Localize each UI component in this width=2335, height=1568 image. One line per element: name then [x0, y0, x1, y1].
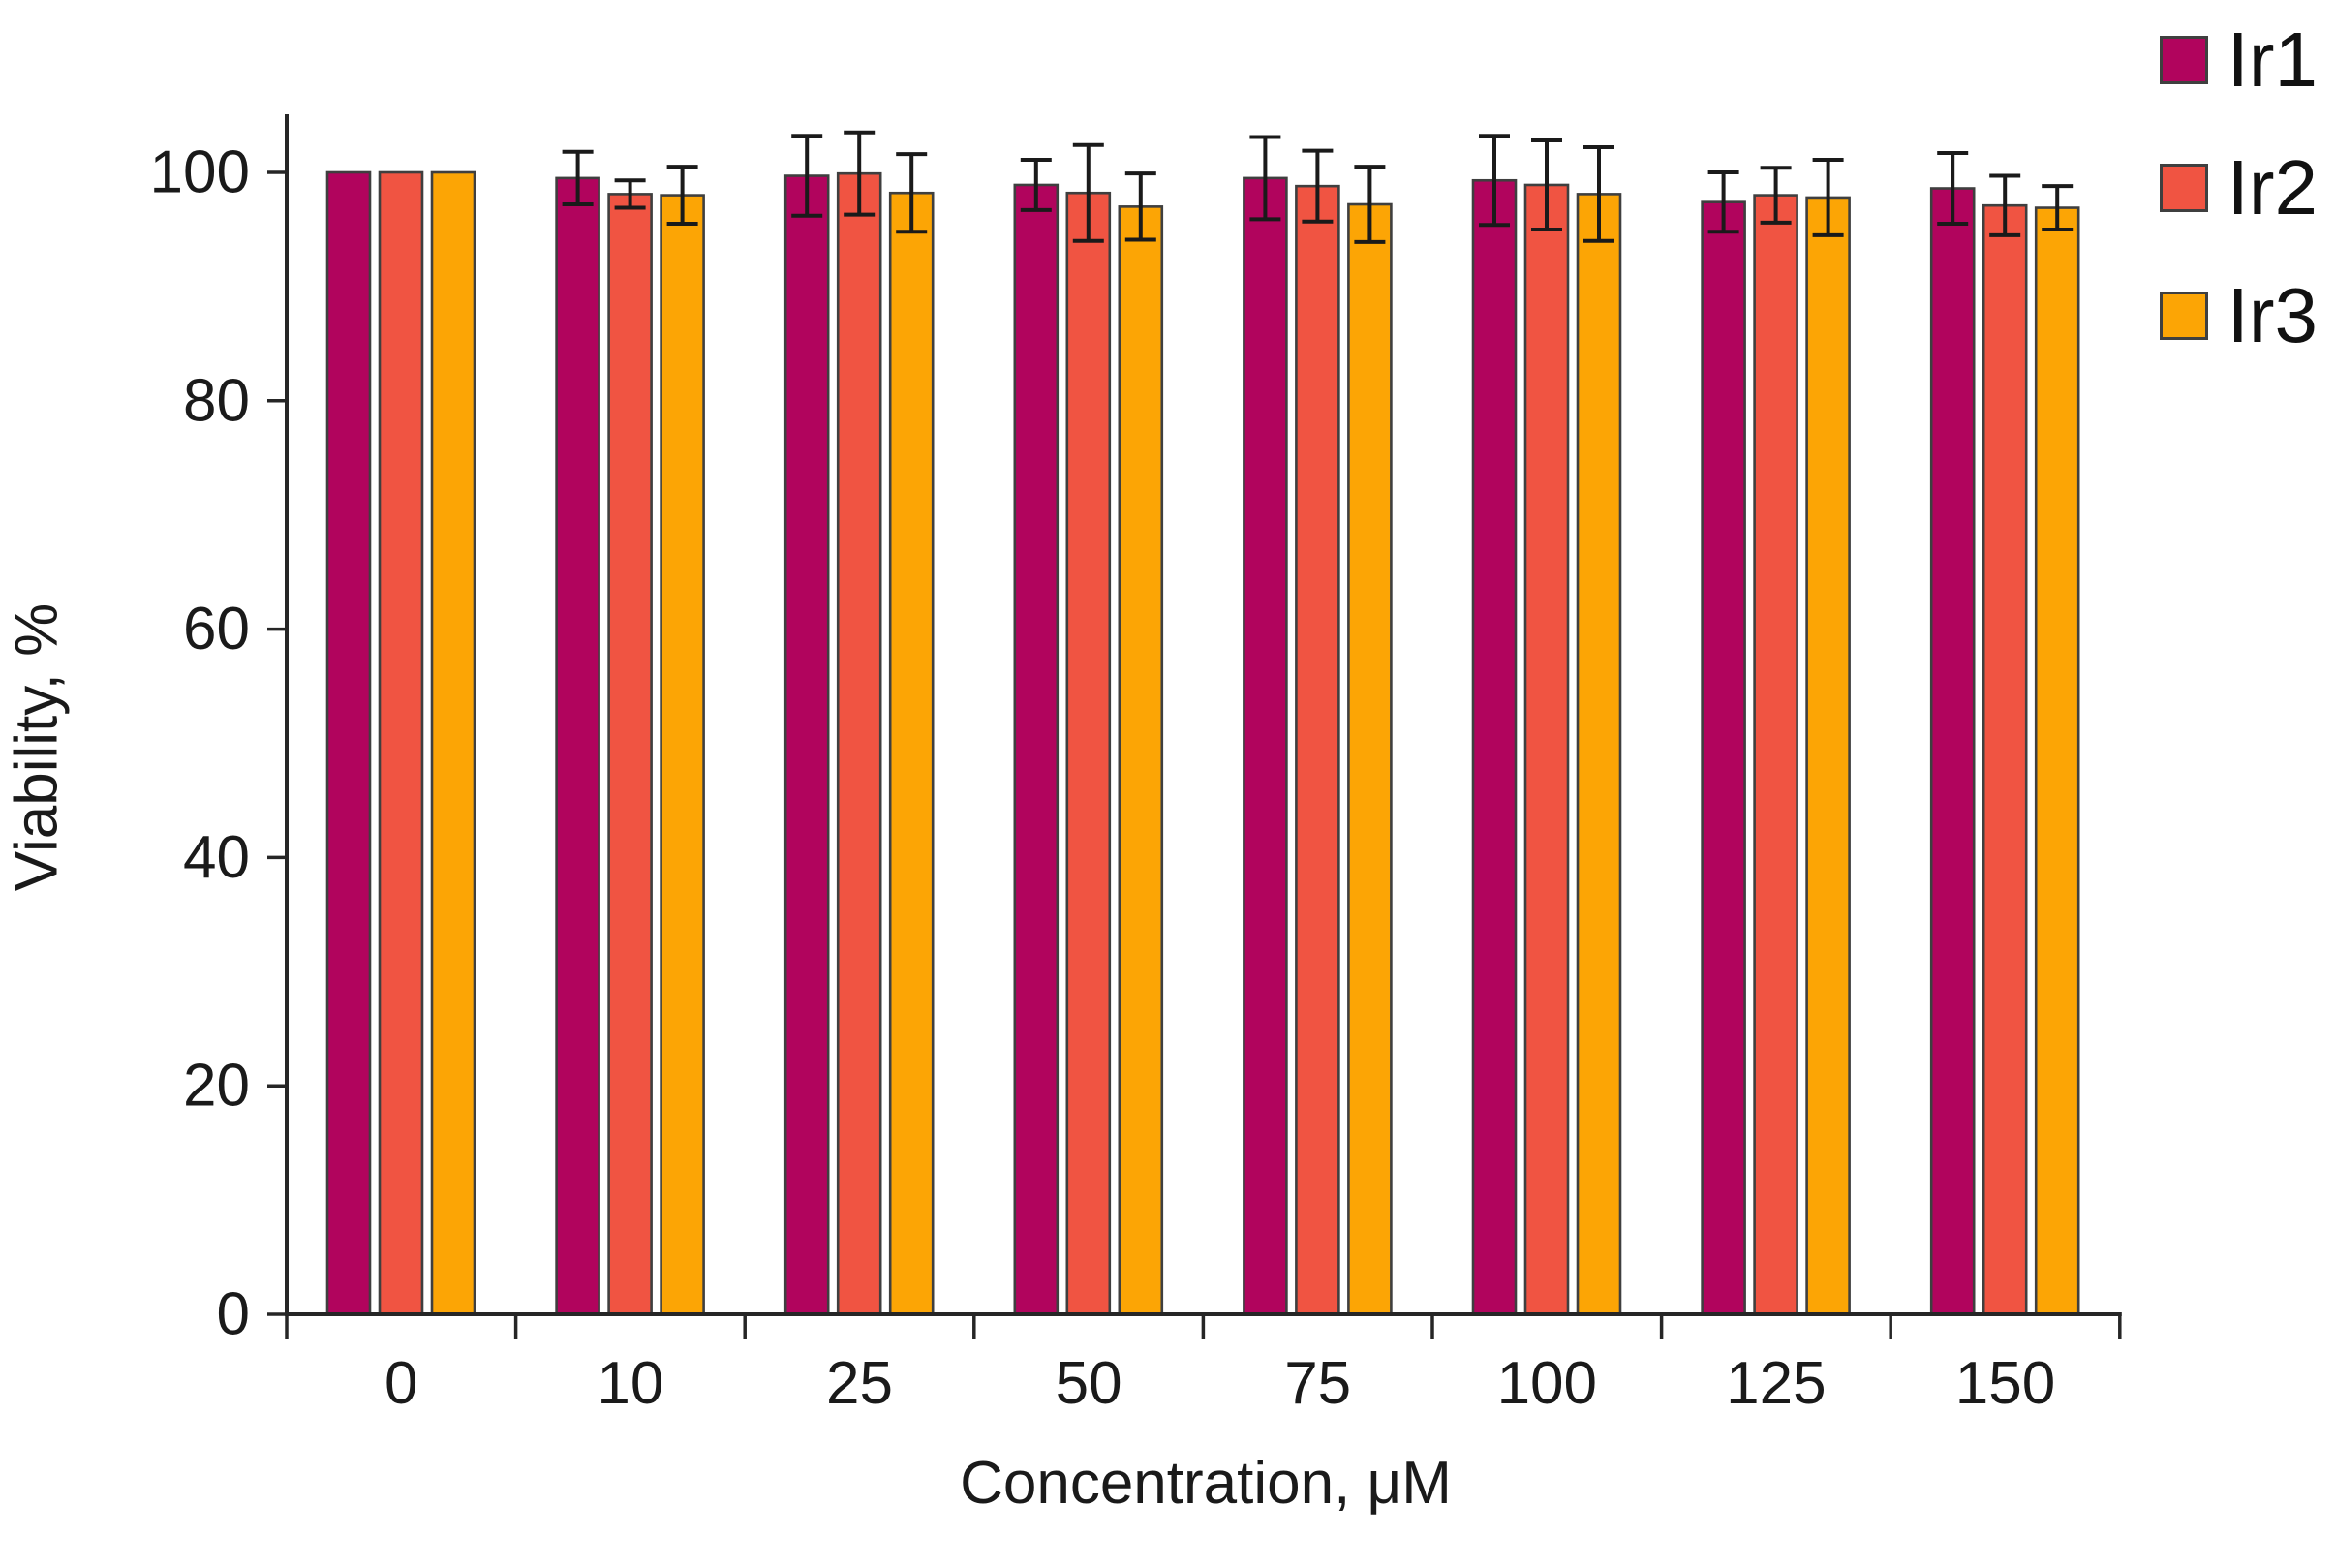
bar-ir2-25	[836, 171, 882, 1316]
bar-ir2-50	[1065, 191, 1112, 1316]
bar-ir3-150	[2034, 206, 2080, 1316]
x-tick-label-50: 50	[1056, 1350, 1122, 1417]
error-bar-ir2-10	[614, 178, 646, 210]
x-tick-label-0: 0	[384, 1350, 417, 1417]
legend-row-ir1: Ir1	[2159, 16, 2318, 103]
error-bar-ir3-75	[1354, 165, 1386, 244]
bar-ir2-100	[1523, 183, 1570, 1316]
x-tick-label-75: 75	[1284, 1350, 1351, 1417]
error-bar-ir3-25	[896, 152, 928, 234]
bar-ir3-75	[1347, 202, 1393, 1316]
error-bar-ir1-100	[1479, 134, 1510, 228]
error-bar-ir1-25	[791, 134, 823, 218]
legend-label-ir1: Ir1	[2227, 16, 2318, 103]
error-bar-ir1-150	[1937, 150, 1969, 227]
y-tick-label-60: 60	[183, 596, 250, 662]
error-bar-ir2-25	[844, 130, 876, 217]
error-bar-ir2-100	[1531, 138, 1562, 231]
error-bar-ir2-75	[1302, 148, 1334, 224]
x-tick-label-25: 25	[826, 1350, 893, 1417]
bar-ir3-10	[660, 194, 705, 1316]
y-tick-label-100: 100	[150, 139, 250, 206]
x-tick-label-125: 125	[1726, 1350, 1826, 1417]
error-bar-ir1-125	[1707, 170, 1739, 234]
bar-ir1-150	[1929, 187, 1976, 1316]
bar-ir3-0	[430, 170, 476, 1316]
bar-ir3-100	[1576, 193, 1622, 1316]
y-tick-label-80: 80	[183, 367, 250, 434]
error-bar-ir3-100	[1583, 145, 1614, 243]
x-tick-label-150: 150	[1955, 1350, 2055, 1417]
x-tick-label-10: 10	[597, 1350, 663, 1417]
bar-ir2-75	[1295, 184, 1340, 1316]
error-bar-ir1-10	[562, 149, 594, 207]
legend-label-ir3: Ir3	[2227, 272, 2318, 358]
x-tick-label-100: 100	[1497, 1350, 1597, 1417]
legend-swatch-ir1	[2159, 36, 2208, 84]
bar-ir1-25	[783, 174, 830, 1316]
bar-ir2-125	[1753, 194, 1798, 1316]
error-bar-ir3-150	[2042, 184, 2074, 231]
y-tick-label-0: 0	[217, 1281, 250, 1348]
bar-ir1-0	[325, 170, 372, 1316]
bar-ir1-10	[555, 176, 600, 1316]
legend-row-ir3: Ir3	[2159, 272, 2318, 358]
error-bar-ir1-75	[1249, 135, 1281, 222]
bar-ir2-150	[1982, 203, 2028, 1316]
bar-ir2-0	[378, 170, 424, 1316]
legend: Ir1 Ir2 Ir3	[2159, 16, 2318, 358]
bar-ir3-125	[1805, 196, 1851, 1316]
bar-ir1-100	[1471, 178, 1518, 1316]
x-axis-title: Concentration, μM	[960, 1450, 1452, 1517]
bar-ir1-125	[1701, 200, 1746, 1316]
legend-label-ir2: Ir2	[2227, 144, 2318, 231]
y-tick-label-20: 20	[183, 1053, 250, 1120]
bar-ir3-25	[888, 191, 935, 1316]
y-axis-title: Viability, %	[3, 602, 71, 892]
y-tick-label-40: 40	[183, 824, 250, 891]
bar-ir1-50	[1013, 183, 1060, 1316]
error-bar-ir2-125	[1760, 166, 1792, 225]
error-bar-ir3-50	[1124, 171, 1156, 242]
error-bar-ir1-50	[1020, 158, 1052, 212]
error-bar-ir2-50	[1072, 142, 1104, 243]
error-bar-ir2-150	[1989, 173, 2021, 237]
error-bar-ir3-125	[1812, 158, 1844, 237]
bar-ir1-75	[1243, 176, 1288, 1316]
bar-ir2-10	[607, 193, 653, 1316]
legend-row-ir2: Ir2	[2159, 144, 2318, 231]
legend-swatch-ir3	[2159, 292, 2208, 340]
legend-swatch-ir2	[2159, 164, 2208, 212]
bar-ir3-50	[1118, 205, 1164, 1316]
error-bar-ir3-10	[666, 165, 698, 227]
